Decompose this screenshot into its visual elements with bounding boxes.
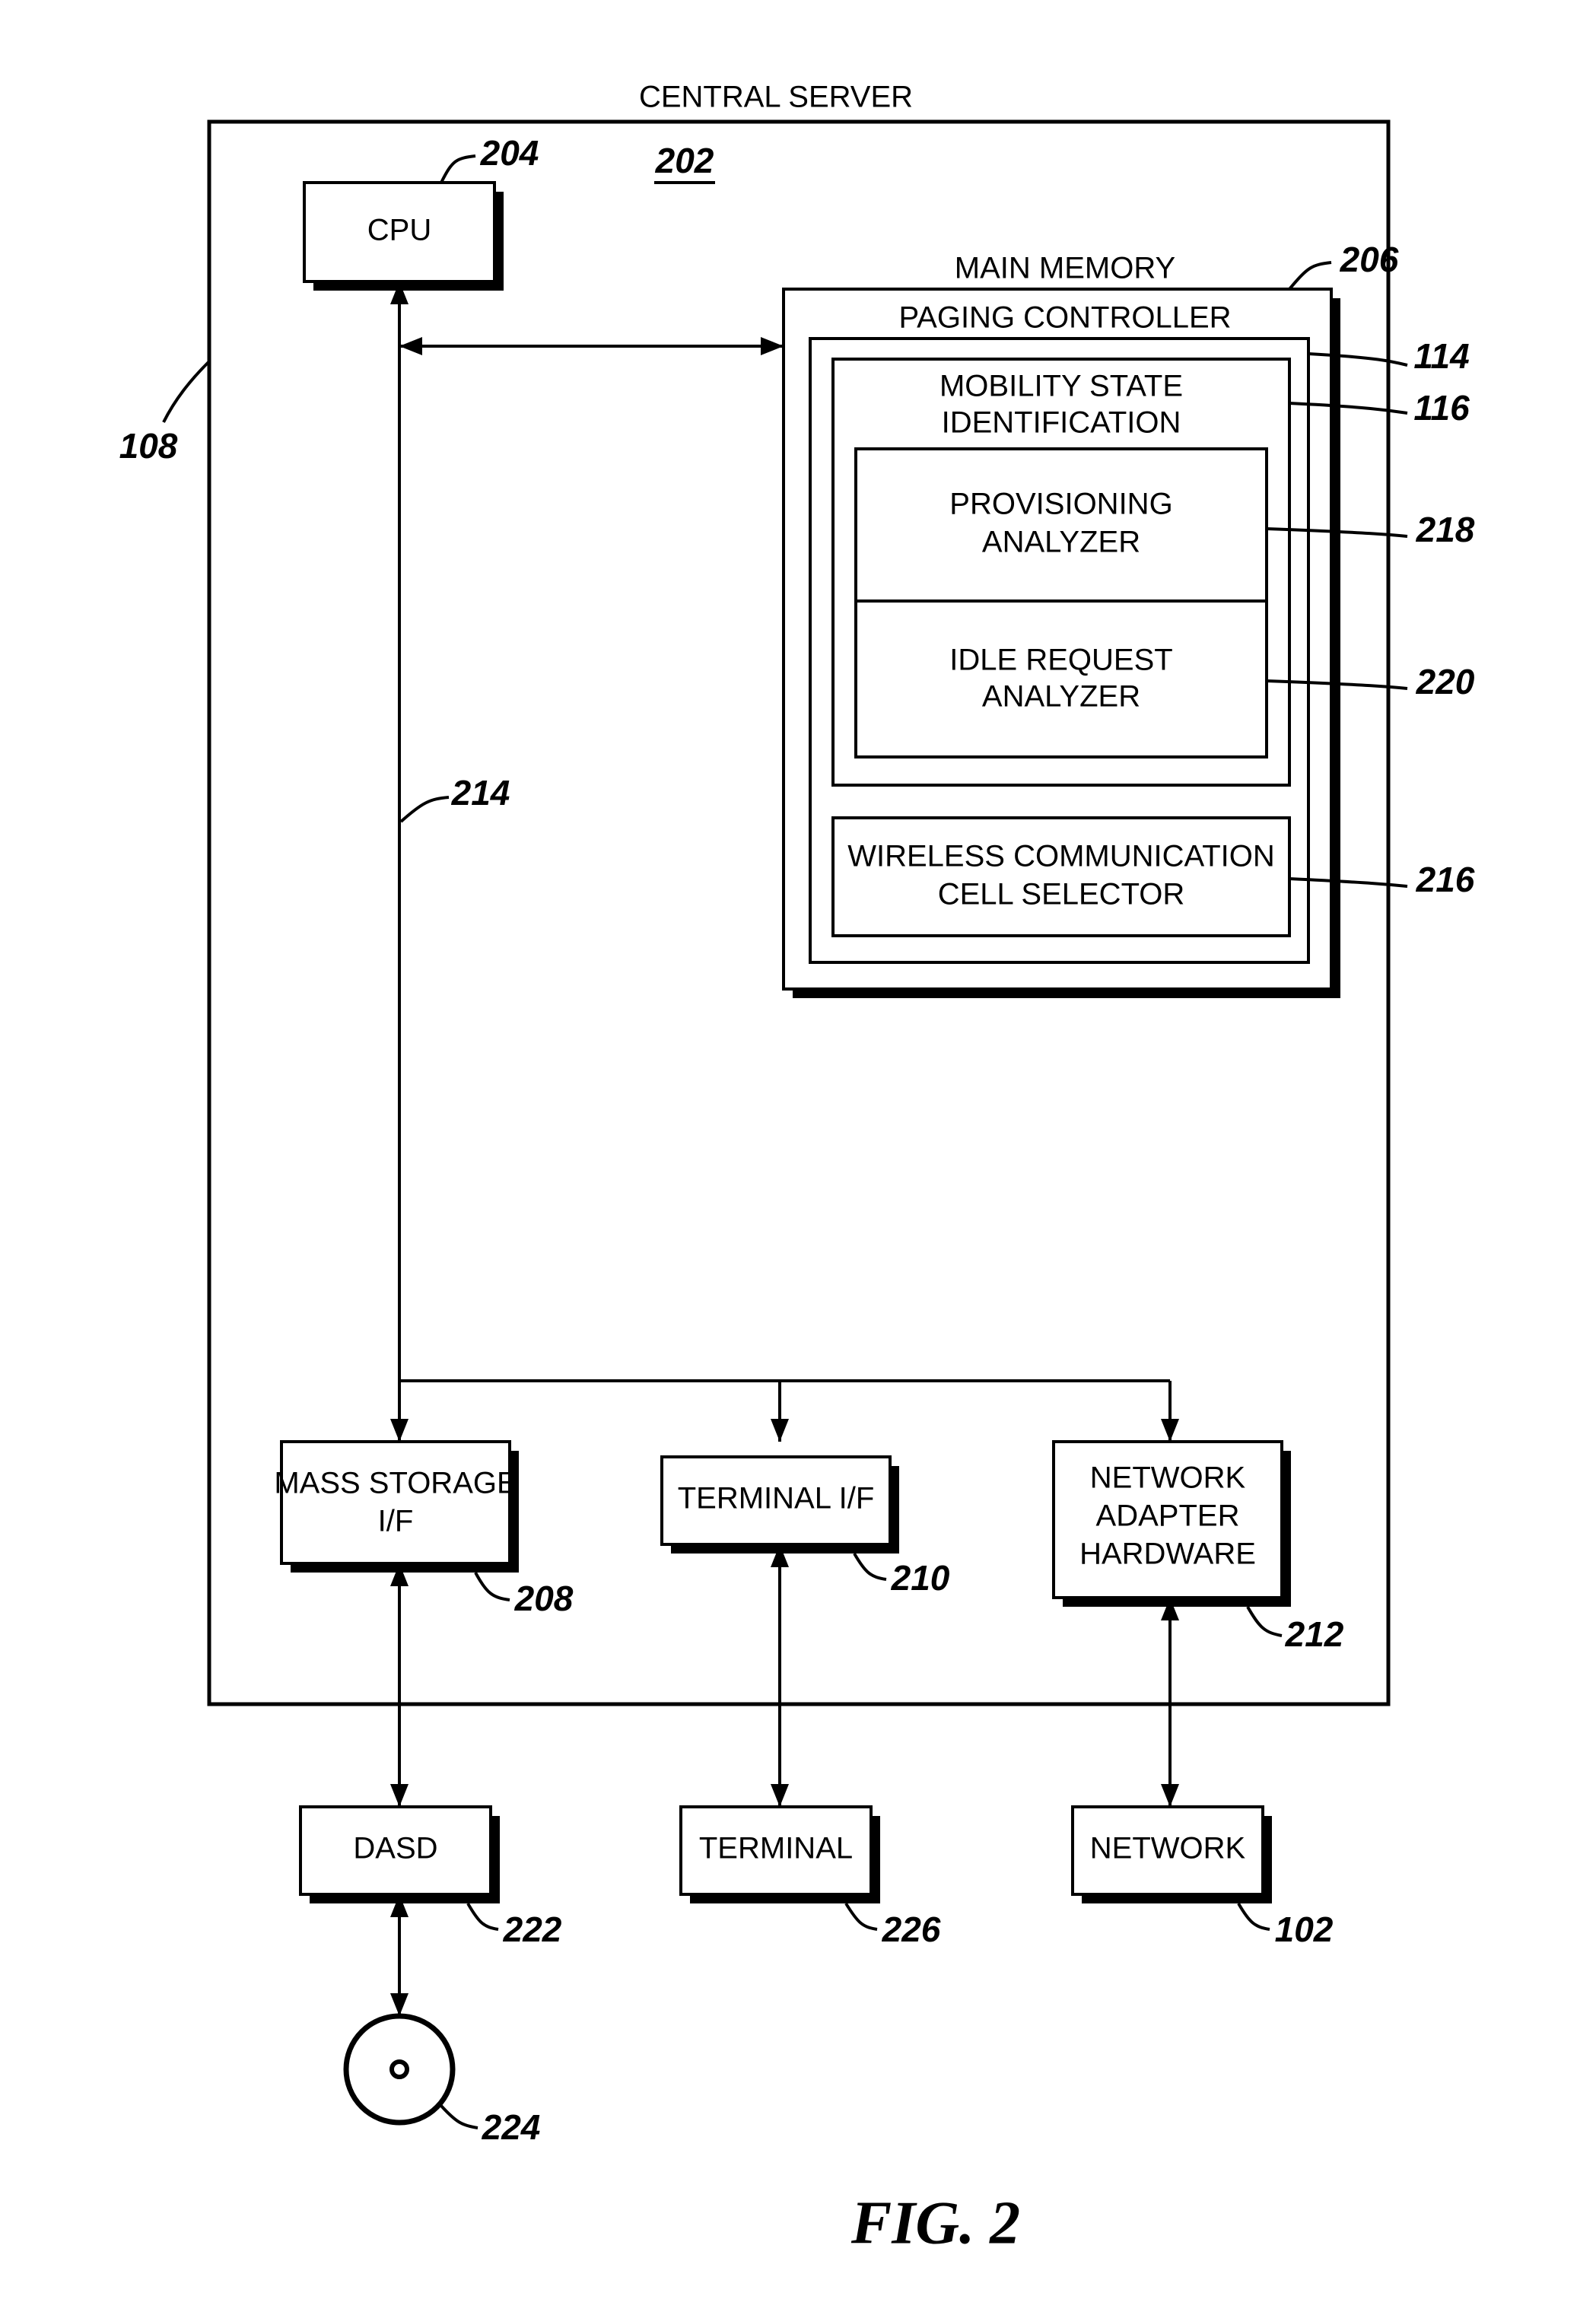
node-network: NETWORK: [1073, 1807, 1272, 1903]
arrow-down-network: [1161, 1784, 1179, 1807]
node-network-adapter: NETWORK ADAPTER HARDWARE: [1054, 1442, 1291, 1607]
ref-204: 204: [480, 133, 539, 173]
label-provisioning-l1: PROVISIONING: [949, 488, 1172, 521]
label-mass-l2: I/F: [378, 1505, 414, 1538]
ref-108: 108: [119, 426, 178, 466]
leader-206: [1289, 262, 1331, 289]
arrow-down-dasd-disk: [390, 1993, 409, 2016]
ref-102: 102: [1275, 1910, 1334, 1949]
label-wireless-l1: WIRELESS COMMUNICATION: [847, 840, 1275, 873]
ref-224: 224: [482, 2107, 541, 2147]
ref-206: 206: [1340, 240, 1399, 279]
leader-208: [475, 1573, 510, 1600]
leader-222: [468, 1903, 498, 1929]
arrow-down-dasd: [390, 1784, 409, 1807]
ref-114: 114: [1413, 336, 1469, 376]
label-mass-l1: MASS STORAGE: [274, 1467, 517, 1500]
arrow-down-net: [1161, 1419, 1179, 1442]
leader-212: [1248, 1607, 1282, 1636]
ref-212: 212: [1285, 1614, 1344, 1654]
ref-226: 226: [882, 1910, 941, 1949]
label-mobility-l1: MOBILITY STATE: [939, 370, 1183, 403]
node-mass-storage: MASS STORAGE I/F: [274, 1442, 519, 1573]
figure-label: FIG. 2: [850, 2190, 1020, 2256]
node-dasd: DASD: [300, 1807, 500, 1903]
box-wireless-selector: [833, 818, 1289, 936]
node-disk-icon: [346, 2016, 453, 2123]
arrow-down-terminal: [771, 1784, 789, 1807]
leader-204: [441, 156, 475, 183]
arrow-right-mm: [761, 337, 784, 355]
node-cpu: CPU: [304, 183, 504, 291]
arrow-down-mass: [390, 1419, 409, 1442]
ref-218: 218: [1416, 510, 1475, 549]
arrow-down-term: [771, 1419, 789, 1442]
label-terminal: TERMINAL: [699, 1832, 853, 1865]
arrow-left-cpu: [399, 337, 422, 355]
label-netadapt-l1: NETWORK: [1090, 1461, 1246, 1495]
label-netadapt-l3: HARDWARE: [1079, 1538, 1256, 1571]
ref-208: 208: [514, 1579, 574, 1618]
node-terminal-if: TERMINAL I/F: [662, 1457, 899, 1554]
ref-210: 210: [891, 1558, 950, 1598]
label-netadapt-l2: ADAPTER: [1096, 1499, 1240, 1533]
label-paging-controller: PAGING CONTROLLER: [898, 301, 1231, 335]
leader-214: [401, 797, 449, 822]
label-main-memory: MAIN MEMORY: [955, 252, 1175, 285]
node-terminal: TERMINAL: [681, 1807, 880, 1903]
box-idle-request: [856, 601, 1267, 757]
label-idle-l1: IDLE REQUEST: [949, 644, 1172, 677]
label-mobility-l2: IDENTIFICATION: [942, 406, 1181, 440]
leader-108: [164, 361, 209, 422]
label-cpu: CPU: [367, 214, 431, 247]
ref-220: 220: [1416, 662, 1475, 701]
label-provisioning-l2: ANALYZER: [982, 526, 1140, 559]
ref-216: 216: [1416, 860, 1475, 899]
ref-222: 222: [503, 1910, 562, 1949]
title-central-server: CENTRAL SERVER: [639, 81, 913, 114]
ref-116: 116: [1413, 388, 1470, 428]
label-wireless-l2: CELL SELECTOR: [938, 878, 1185, 911]
leader-102: [1238, 1903, 1270, 1929]
label-terminal-if: TERMINAL I/F: [678, 1482, 875, 1515]
ref-214: 214: [451, 773, 510, 813]
label-network: NETWORK: [1090, 1832, 1246, 1865]
leader-224: [441, 2106, 478, 2128]
ref-202: 202: [655, 141, 714, 180]
label-dasd: DASD: [353, 1832, 437, 1865]
leader-210: [854, 1554, 886, 1579]
leader-226: [846, 1903, 877, 1929]
diagram-canvas: CENTRAL SERVER 202 CPU 204 MAIN MEMORY 2…: [0, 0, 1596, 2312]
label-idle-l2: ANALYZER: [982, 680, 1140, 714]
